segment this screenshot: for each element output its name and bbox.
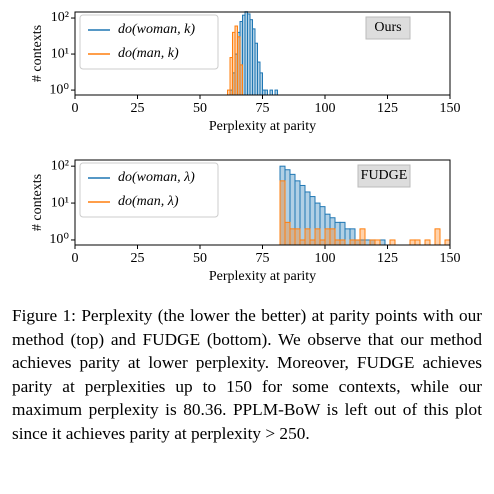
caption: Figure 1: Perplexity (the lower the bett… — [12, 306, 482, 443]
y-tick-label: 10² — [51, 158, 69, 173]
x-tick-label: 25 — [131, 251, 145, 266]
histogram-bar — [414, 239, 421, 246]
histogram-bar — [424, 239, 431, 246]
histogram-bar — [299, 239, 306, 246]
histogram-bar — [434, 228, 441, 246]
x-tick-label: 100 — [315, 101, 336, 116]
x-tick-label: 75 — [256, 101, 270, 116]
histogram-bar — [279, 180, 286, 246]
histogram-bar — [334, 239, 341, 246]
histogram-bar — [309, 196, 316, 246]
histogram-bar — [239, 64, 243, 96]
histogram-bar — [444, 239, 451, 246]
annotation-box — [365, 16, 411, 40]
x-tick-label: 75 — [256, 251, 270, 266]
y-tick-label: 10¹ — [51, 46, 69, 61]
legend-label: do(man, λ) — [118, 194, 179, 209]
y-tick-label: 10⁰ — [49, 82, 69, 97]
histogram-bar — [314, 228, 321, 246]
histogram-bar — [319, 239, 326, 246]
x-tick-label: 25 — [131, 101, 145, 116]
histogram-bar — [364, 239, 371, 246]
histogram-bar — [369, 239, 376, 246]
y-tick-label: 10² — [51, 10, 69, 25]
x-tick-label: 150 — [440, 101, 461, 116]
histogram-bar — [274, 89, 278, 96]
legend-box — [79, 162, 219, 218]
x-tick-label: 50 — [193, 251, 207, 266]
x-tick-label: 100 — [315, 251, 336, 266]
histogram-bar — [264, 89, 268, 96]
histogram-bar — [289, 228, 296, 246]
y-axis-label: # contexts — [30, 25, 45, 82]
x-tick-label: 50 — [193, 101, 207, 116]
x-tick-label: 0 — [72, 251, 79, 266]
histogram-bar — [294, 228, 301, 246]
y-tick-label: 10¹ — [51, 195, 69, 210]
histogram-bar — [349, 239, 356, 246]
histogram-bar — [309, 239, 316, 246]
annotation: FUDGE — [361, 168, 408, 183]
histogram-bar — [324, 228, 331, 246]
histogram-bar — [374, 239, 381, 246]
y-tick-label: 10⁰ — [49, 232, 69, 247]
x-tick-label: 0 — [72, 101, 79, 116]
histogram-bar — [304, 228, 311, 246]
histogram-bar — [359, 228, 366, 246]
annotation-box — [357, 164, 411, 188]
legend-label: do(woman, λ) — [118, 170, 195, 185]
histogram-bar — [329, 228, 336, 246]
histogram-bar — [354, 239, 361, 246]
histogram-bar — [319, 206, 326, 246]
x-axis-label: Perplexity at parity — [209, 119, 316, 134]
legend-label: do(woman, k) — [118, 22, 195, 37]
histogram-bar — [344, 228, 351, 246]
x-tick-label: 125 — [377, 251, 398, 266]
x-tick-label: 125 — [377, 101, 398, 116]
histogram-bar — [389, 239, 396, 246]
legend-box — [79, 14, 219, 70]
x-tick-label: 150 — [440, 251, 461, 266]
x-axis-label: Perplexity at parity — [209, 269, 316, 284]
histogram-bar — [339, 239, 346, 246]
histogram-bar — [284, 221, 291, 246]
histogram-bar — [379, 239, 386, 246]
histogram-bar — [299, 184, 306, 246]
legend-label: do(man, k) — [118, 46, 179, 61]
histogram-bar — [409, 239, 416, 246]
figure: 0 25 50 75 100 125 150 10⁰ 10¹ 10² Perplexity at p… — [30, 10, 461, 284]
annotation: Ours — [374, 20, 401, 35]
histogram-bar — [269, 89, 273, 96]
y-axis-label: # contexts — [30, 174, 45, 231]
